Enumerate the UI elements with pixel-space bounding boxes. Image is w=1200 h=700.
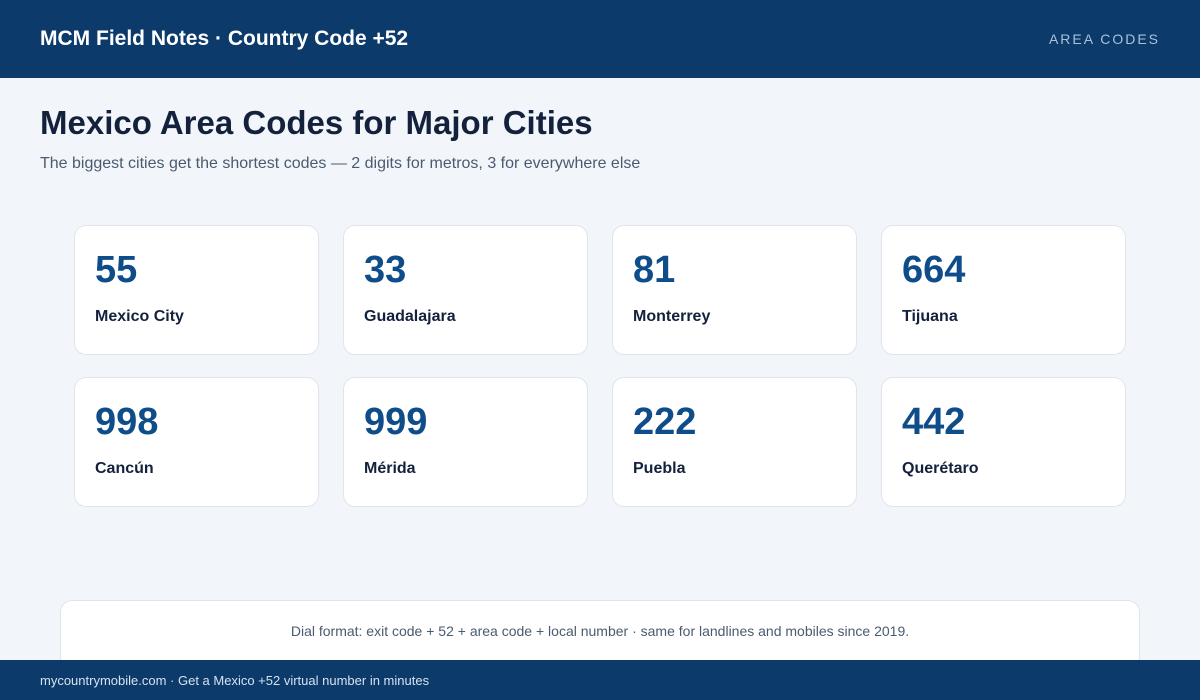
area-code-card: 442 Querétaro	[881, 377, 1126, 507]
page-title: Mexico Area Codes for Major Cities	[40, 104, 593, 141]
area-code-grid: 55 Mexico City 33 Guadalajara 81 Monterr…	[74, 225, 1126, 507]
area-code: 998	[95, 401, 159, 443]
footer-text: mycountrymobile.com · Get a Mexico +52 v…	[40, 672, 430, 688]
dial-format-note: Dial format: exit code + 52 + area code …	[60, 600, 1140, 660]
area-code: 222	[633, 401, 697, 443]
area-code-card: 222 Puebla	[612, 377, 857, 507]
page-subtitle: The biggest cities get the shortest code…	[40, 155, 641, 172]
area-code-card: 33 Guadalajara	[343, 225, 588, 355]
city-name: Guadalajara	[364, 308, 456, 325]
area-code-card: 55 Mexico City	[74, 225, 319, 355]
city-name: Mexico City	[95, 308, 184, 325]
city-name: Monterrey	[633, 308, 711, 325]
city-name: Querétaro	[902, 460, 979, 477]
area-code: 55	[95, 249, 138, 291]
area-code: 999	[364, 401, 428, 443]
area-code-card: 998 Cancún	[74, 377, 319, 507]
area-code-card: 999 Mérida	[343, 377, 588, 507]
footer: mycountrymobile.com · Get a Mexico +52 v…	[0, 660, 1200, 700]
top-bar: MCM Field Notes · Country Code +52 AREA …	[0, 0, 1200, 78]
city-name: Tijuana	[902, 308, 958, 325]
section-tag: AREA CODES	[1048, 31, 1160, 47]
area-code-card: 81 Monterrey	[612, 225, 857, 355]
city-name: Mérida	[364, 460, 416, 477]
area-code: 442	[902, 401, 966, 443]
area-code: 33	[364, 249, 407, 291]
brand-title: MCM Field Notes · Country Code +52	[40, 27, 409, 50]
area-code: 81	[633, 249, 676, 291]
city-name: Puebla	[633, 460, 686, 477]
area-code: 664	[902, 249, 966, 291]
area-code-card: 664 Tijuana	[881, 225, 1126, 355]
city-name: Cancún	[95, 460, 154, 477]
